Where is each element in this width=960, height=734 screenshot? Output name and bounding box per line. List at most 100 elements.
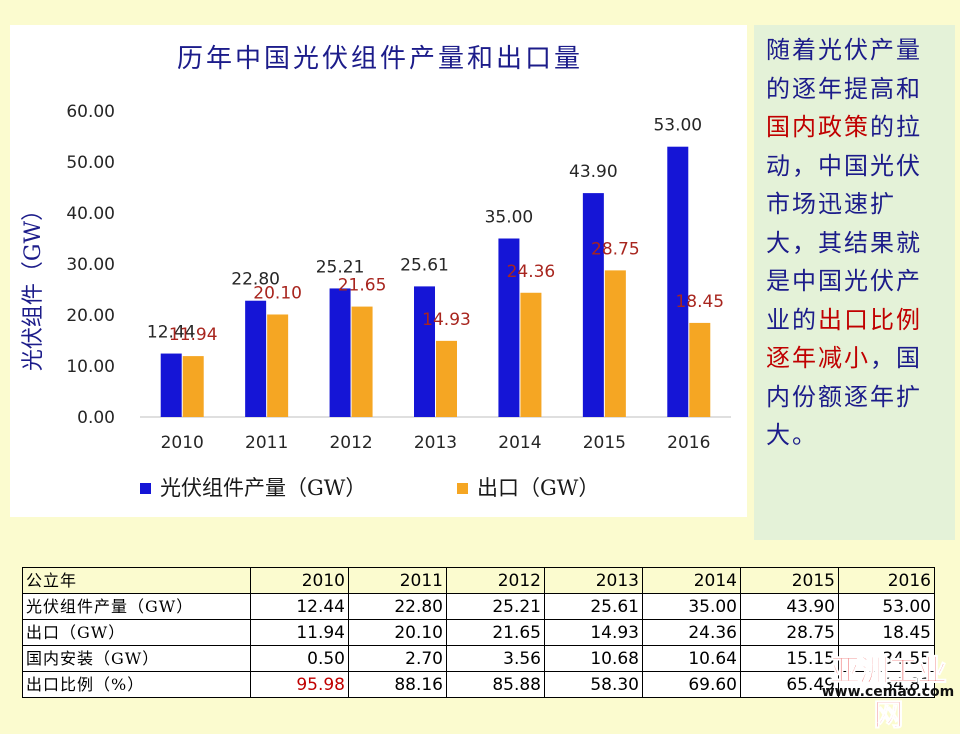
chart-panel: 历年中国光伏组件产量和出口量 光伏组件（GW） 0.00 10.00 20.00 30… [10,25,747,517]
table-cell: 34.55 [838,645,935,672]
bar-series-2 [604,270,626,417]
bar-series-2 [267,314,289,417]
table-cell: 35.00 [642,593,741,620]
note-text: 随着光伏产量的逐年提高和国内政策的拉动，中国光伏市场迅速扩大，其结果就是中国光伏… [766,31,946,455]
table-cell: 14.93 [544,619,643,646]
table-cell: 21.65 [446,619,545,646]
table-cell: 43.90 [740,593,839,620]
table-cell: 58.30 [544,671,643,698]
x-tick-label: 2010 [161,433,204,453]
bar-series-2 [182,356,204,417]
table-cell: 3.56 [446,645,545,672]
bar-series-1 [160,353,182,417]
x-tick-label: 2015 [583,433,626,453]
bar-value-label: 28.75 [591,239,640,259]
y-tick-label: 0.00 [77,408,115,428]
row-label: 光伏组件产量（GW） [22,593,251,620]
bar-value-label: 53.00 [653,116,702,136]
chart-title: 历年中国光伏组件产量和出口量 [177,44,583,74]
table-cell: 69.60 [642,671,741,698]
watermark-main-text: 亚洲工业网 [830,654,948,734]
x-tick-label: 2016 [667,433,710,453]
watermark-url-text: www.cemao.com [821,684,955,700]
note-text-segment: 随着光伏产量的逐年提高和 [766,36,922,103]
bar-value-label: 14.93 [422,310,471,330]
table-cell: 18.45 [838,619,935,646]
table-cell: 85.88 [446,671,545,698]
bar-value-label: 25.61 [400,255,449,275]
note-text-segment: 的拉动，中国光伏市场迅速扩大，其结果就是中国光伏产业的 [766,113,922,334]
legend-swatch [140,483,151,494]
table-cell: 22.80 [348,593,447,620]
row-label: 出口比例（%） [22,671,251,698]
table-cell: 25.21 [446,593,545,620]
table-cell: 11.94 [250,619,349,646]
bar-series-1 [245,300,267,417]
table-cell: 2.70 [348,645,447,672]
data-table: 公立年 2010 2011 2012 2013 2014 2015 2016 光伏组件产量（GW… [22,567,935,698]
table-cell: 10.64 [642,645,741,672]
table-cell: 10.68 [544,645,643,672]
table-cell: 12.44 [250,593,349,620]
x-tick-label: 2014 [498,433,541,453]
table-cell: 65.49 [740,671,839,698]
bar-value-label: 24.36 [507,262,556,282]
bar-value-label: 25.21 [316,257,365,277]
bar-series-1 [414,286,435,417]
watermark-logo: 亚洲工业网 www.cemao.com [818,646,958,734]
table-cell: 2010 [250,567,349,594]
bar-series-1 [329,288,351,417]
table-cell: 88.16 [348,671,447,698]
bar-value-label: 11.94 [169,325,218,345]
x-tick-label: 2013 [414,433,457,453]
table-cell: 2015 [740,567,839,594]
table-row: 国内安装（GW） 0.50 2.70 3.56 10.68 10.64 15.15 34.55 [22,645,935,672]
table-cell: 2013 [544,567,643,594]
table-cell: 2011 [348,567,447,594]
bar-chart: 历年中国光伏组件产量和出口量 光伏组件（GW） 0.00 10.00 20.00 30… [21,44,731,500]
note-text-segment: ，国内份额逐年扩大。 [766,344,922,449]
table-cell: 0.50 [250,645,349,672]
row-label: 公立年 [22,567,251,594]
y-tick-label: 50.00 [66,153,115,173]
bar-series-1 [498,238,520,417]
bar-series-2 [351,306,373,417]
bar-value-label: 43.90 [569,162,618,182]
y-tick-label: 30.00 [66,255,115,275]
y-tick-label: 60.00 [66,102,115,122]
table-row: 光伏组件产量（GW） 12.44 22.80 25.21 25.61 35.00 43.90… [22,593,935,620]
table-row: 出口比例（%） 95.98 88.16 85.88 58.30 69.60 65.49 34.… [22,671,935,698]
bar-value-label: 22.80 [231,270,280,290]
row-label: 国内安装（GW） [22,645,251,672]
bar-series-1 [667,146,689,417]
bar-series-2 [520,292,542,417]
table-cell: 25.61 [544,593,643,620]
y-tick-label: 20.00 [66,306,115,326]
table-cell: 2014 [642,567,741,594]
row-label: 出口（GW） [22,619,251,646]
legend-label: 出口（GW） [477,476,599,500]
table-cell: 2012 [446,567,545,594]
table-cell: 53.00 [838,593,935,620]
legend-label: 光伏组件产量（GW） [160,476,366,500]
table-cell: 2016 [838,567,935,594]
table-cell: 20.10 [348,619,447,646]
y-tick-label: 40.00 [66,204,115,224]
table-header-row: 公立年 2010 2011 2012 2013 2014 2015 2016 [22,567,935,594]
legend-swatch [457,483,468,494]
bar-series-1 [582,193,604,417]
bar-value-label: 21.65 [338,276,387,296]
table-row: 出口（GW） 11.94 20.10 21.65 14.93 24.36 28.75 18.4… [22,619,935,646]
note-highlight-text: 国内政策 [766,113,870,141]
bar-value-label: 35.00 [485,208,534,228]
table-cell: 24.36 [642,619,741,646]
y-axis-label: 光伏组件（GW） [21,199,46,371]
bar-series-2 [689,322,711,417]
note-panel: 随着光伏产量的逐年提高和国内政策的拉动，中国光伏市场迅速扩大，其结果就是中国光伏… [754,25,955,540]
table-cell: 34.81 [838,671,935,698]
bar-series-2 [436,340,457,417]
bar-value-label: 12.44 [147,323,196,343]
x-tick-label: 2012 [329,433,372,453]
note-highlight-text: 出口比例逐年减小 [766,305,922,373]
bar-value-label: 20.10 [253,283,302,303]
